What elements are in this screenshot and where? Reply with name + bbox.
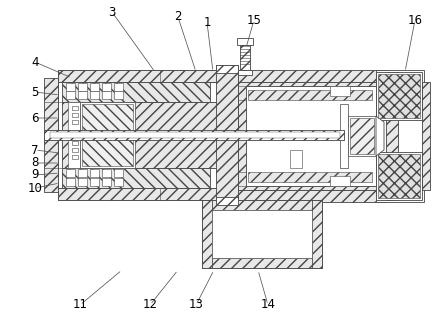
Text: 7: 7 bbox=[31, 144, 39, 157]
Text: 15: 15 bbox=[247, 13, 261, 26]
Text: 1: 1 bbox=[203, 15, 211, 28]
Bar bbox=[350, 118, 374, 154]
Bar bbox=[68, 102, 80, 132]
Bar bbox=[376, 70, 424, 202]
Bar bbox=[378, 154, 420, 198]
Bar bbox=[248, 172, 372, 182]
Bar bbox=[78, 169, 87, 177]
Bar bbox=[114, 83, 123, 91]
Bar bbox=[330, 86, 350, 96]
Bar bbox=[386, 72, 398, 200]
Bar bbox=[348, 116, 376, 156]
Bar bbox=[240, 45, 250, 70]
Bar bbox=[202, 200, 322, 268]
Bar bbox=[72, 155, 78, 159]
Bar bbox=[72, 141, 78, 145]
Bar bbox=[216, 65, 238, 73]
Bar bbox=[72, 120, 78, 124]
Bar bbox=[62, 102, 220, 168]
Bar bbox=[378, 74, 420, 118]
Text: 9: 9 bbox=[31, 168, 39, 181]
Bar bbox=[90, 83, 99, 91]
Text: 10: 10 bbox=[27, 181, 43, 194]
Bar bbox=[114, 169, 123, 177]
Bar bbox=[114, 178, 123, 186]
Text: 8: 8 bbox=[31, 157, 39, 169]
Bar bbox=[312, 200, 322, 268]
Bar bbox=[66, 83, 75, 91]
Text: 6: 6 bbox=[31, 112, 39, 125]
Bar bbox=[340, 104, 348, 168]
Bar bbox=[202, 200, 212, 268]
Bar bbox=[238, 70, 386, 82]
Bar bbox=[44, 130, 344, 140]
Bar bbox=[58, 70, 236, 82]
Text: 3: 3 bbox=[108, 5, 116, 18]
Bar bbox=[90, 169, 99, 177]
Bar bbox=[78, 178, 87, 186]
Bar bbox=[248, 90, 372, 100]
Bar bbox=[82, 104, 133, 166]
Bar bbox=[246, 86, 376, 186]
Bar bbox=[376, 72, 422, 120]
Bar bbox=[102, 83, 111, 91]
Text: 12: 12 bbox=[143, 299, 158, 312]
Bar bbox=[68, 138, 80, 168]
Bar bbox=[72, 106, 78, 110]
Bar bbox=[330, 176, 350, 186]
Bar bbox=[62, 82, 210, 102]
Bar bbox=[58, 188, 236, 200]
Polygon shape bbox=[376, 116, 384, 156]
Bar bbox=[102, 178, 111, 186]
Bar bbox=[212, 210, 312, 258]
Text: 14: 14 bbox=[260, 299, 276, 312]
Bar bbox=[58, 70, 236, 200]
Bar bbox=[216, 65, 238, 205]
Bar bbox=[50, 132, 340, 138]
Bar bbox=[102, 91, 111, 99]
Bar bbox=[102, 169, 111, 177]
Bar bbox=[66, 169, 75, 177]
Text: 11: 11 bbox=[73, 299, 88, 312]
Text: 13: 13 bbox=[189, 299, 203, 312]
Bar bbox=[66, 91, 75, 99]
Bar bbox=[202, 258, 322, 268]
Bar bbox=[72, 148, 78, 152]
Bar bbox=[238, 82, 386, 190]
Bar bbox=[72, 113, 78, 117]
Text: 16: 16 bbox=[408, 13, 423, 26]
Bar bbox=[66, 178, 75, 186]
Bar bbox=[90, 178, 99, 186]
Bar bbox=[114, 91, 123, 99]
Bar bbox=[238, 190, 386, 202]
Bar bbox=[216, 197, 238, 205]
Bar bbox=[78, 83, 87, 91]
Bar bbox=[44, 78, 58, 192]
Bar bbox=[78, 91, 87, 99]
Text: 2: 2 bbox=[174, 10, 182, 23]
Bar bbox=[376, 152, 422, 200]
Bar bbox=[90, 91, 99, 99]
Bar bbox=[290, 150, 302, 168]
Text: 5: 5 bbox=[31, 86, 39, 99]
Bar bbox=[80, 102, 135, 168]
Text: 4: 4 bbox=[31, 55, 39, 68]
Bar bbox=[422, 82, 430, 190]
Bar bbox=[202, 200, 322, 210]
Bar bbox=[62, 168, 210, 188]
Bar bbox=[237, 38, 253, 45]
Bar bbox=[238, 70, 252, 75]
